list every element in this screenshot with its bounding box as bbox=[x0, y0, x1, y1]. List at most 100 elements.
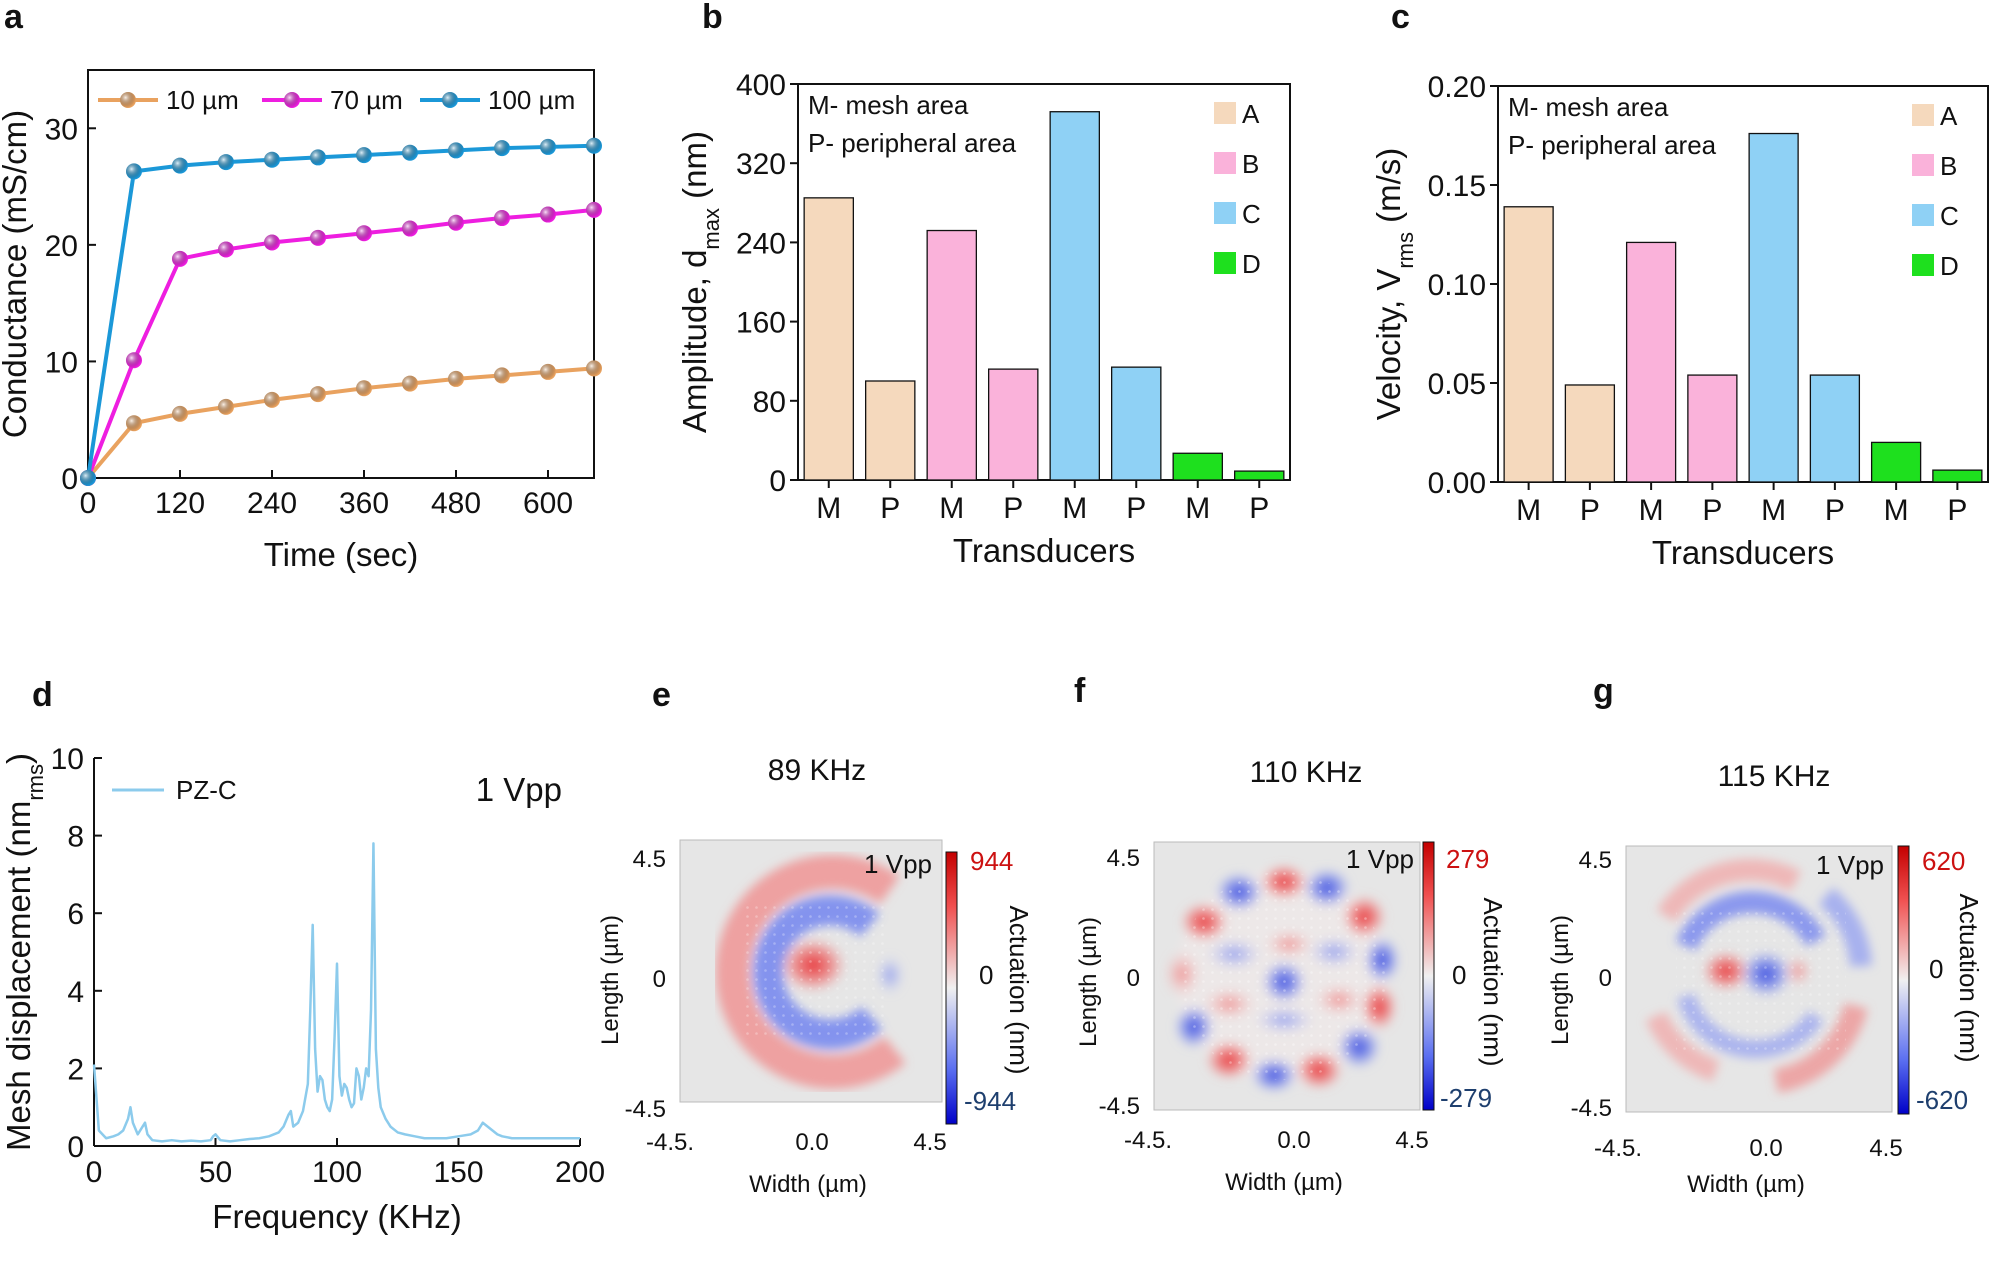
legend-swatch bbox=[1912, 254, 1934, 276]
y-tick-label: 0.10 bbox=[1428, 269, 1486, 302]
y-axis-label: Mesh displacement (nmrms) bbox=[0, 753, 48, 1151]
data-point-highlight bbox=[540, 206, 556, 223]
bar bbox=[1687, 374, 1738, 483]
x-tick-right: 4.5 bbox=[1869, 1135, 1902, 1162]
bar bbox=[1111, 366, 1162, 481]
x-axis-label: Transducers bbox=[953, 532, 1135, 569]
y-tick-top: 4.5 bbox=[1579, 847, 1612, 874]
spectrum-line bbox=[92, 842, 580, 1143]
map-texture bbox=[1178, 872, 1386, 1080]
bar bbox=[1234, 470, 1285, 481]
panel-a-conductance-chart: 0 120 240 360 480 600 0 10 20 30 Time (sec) Conduct… bbox=[0, 69, 602, 573]
y-tick-mid: 0 bbox=[1127, 965, 1140, 992]
y-tick-top: 4.5 bbox=[633, 846, 666, 873]
bar bbox=[926, 229, 978, 481]
y-tick-label: 320 bbox=[736, 148, 786, 181]
bar bbox=[988, 368, 1039, 481]
data-point-highlight bbox=[586, 137, 602, 154]
colorbar-zero: 0 bbox=[1452, 960, 1466, 990]
x-axis-label: Transducers bbox=[1652, 534, 1834, 571]
x-tick-label: M bbox=[1639, 494, 1664, 527]
y-axis-label: Conductance (mS/cm) bbox=[0, 110, 33, 438]
y-axis-label: Amplitude, dmax (nm) bbox=[676, 131, 724, 433]
x-axis-label: Width (µm) bbox=[1687, 1171, 1805, 1198]
y-axis-label: Length (µm) bbox=[1547, 915, 1574, 1045]
colorbar-min: -944 bbox=[964, 1086, 1016, 1116]
y-tick-label: 240 bbox=[736, 227, 786, 260]
data-point-highlight bbox=[310, 229, 326, 246]
map-annotation: 1 Vpp bbox=[1346, 844, 1414, 874]
y-tick-bottom: -4.5 bbox=[1099, 1093, 1140, 1120]
x-tick-label: 480 bbox=[431, 487, 481, 520]
data-point-highlight bbox=[448, 214, 464, 231]
voltage-annotation: 1 Vpp bbox=[476, 771, 562, 808]
data-point-highlight bbox=[218, 398, 234, 415]
x-tick-label: P bbox=[1580, 494, 1600, 527]
map-frame bbox=[1625, 845, 1893, 1113]
x-axis-label: Frequency (KHz) bbox=[212, 1198, 461, 1235]
data-point-highlight bbox=[126, 163, 142, 180]
x-tick-mid: 0.0 bbox=[1749, 1135, 1782, 1162]
colorbar-max: 944 bbox=[970, 846, 1013, 876]
y-tick-label: 10 bbox=[45, 346, 78, 379]
y-tick-label: 20 bbox=[45, 230, 78, 263]
data-point-highlight bbox=[586, 360, 602, 377]
x-tick-label: M bbox=[1185, 492, 1210, 525]
legend-swatch bbox=[1214, 102, 1236, 124]
y-tick-label: 6 bbox=[67, 898, 84, 931]
plot-frame bbox=[87, 69, 595, 479]
data-point-highlight bbox=[448, 370, 464, 387]
x-tick-label: 150 bbox=[433, 1156, 483, 1189]
bar bbox=[1809, 374, 1861, 483]
x-tick-label: P bbox=[1249, 492, 1269, 525]
y-tick-top: 4.5 bbox=[1107, 845, 1140, 872]
panel-label-d: d bbox=[32, 676, 53, 714]
data-point-highlight bbox=[218, 154, 234, 171]
x-tick-left: -4.5. bbox=[646, 1129, 694, 1156]
data-point-highlight bbox=[402, 375, 418, 392]
x-tick-label: 0 bbox=[86, 1156, 103, 1189]
panel-label-b: b bbox=[702, 0, 723, 36]
panel-label-a: a bbox=[4, 0, 24, 36]
y-axis-label: Velocity, Vrms (m/s) bbox=[1370, 148, 1418, 421]
legend-label: 70 µm bbox=[330, 85, 403, 115]
outer-red-arc bbox=[1656, 858, 1802, 923]
x-axis-label: Width (µm) bbox=[1225, 1169, 1343, 1196]
y-tick-label: 0.20 bbox=[1428, 71, 1486, 104]
legend-marker-highlight bbox=[442, 92, 458, 108]
x-tick-label: M bbox=[816, 492, 841, 525]
data-point-highlight bbox=[80, 470, 96, 486]
data-point-highlight bbox=[126, 352, 142, 369]
y-tick-label: 80 bbox=[753, 386, 786, 419]
y-tick-bottom: -4.5 bbox=[1571, 1095, 1612, 1122]
data-point-highlight bbox=[448, 142, 464, 159]
y-tick-label: 0 bbox=[769, 465, 786, 498]
y-tick-label: 0.15 bbox=[1428, 170, 1486, 203]
panel-label-e: e bbox=[652, 676, 671, 714]
data-point-highlight bbox=[586, 201, 602, 218]
series-line bbox=[86, 143, 595, 479]
colorbar bbox=[945, 851, 958, 1125]
colorbar-zero: 0 bbox=[1929, 954, 1943, 984]
map-annotation: 1 Vpp bbox=[1816, 850, 1884, 880]
y-tick-label: 4 bbox=[67, 976, 84, 1009]
panel-b-amplitude-chart: 0 80 160 240 320 400 M P M P M P M P Transducers Amplit… bbox=[676, 69, 1291, 569]
x-tick-label: P bbox=[1947, 494, 1967, 527]
legend-label: PZ-C bbox=[176, 775, 237, 805]
bar bbox=[1748, 132, 1799, 483]
x-tick-label: M bbox=[1884, 494, 1909, 527]
panel-d-spectrum-chart: 0 50 100 150 200 0 2 4 6 8 10 Frequency (KHz) Mesh d… bbox=[0, 743, 605, 1235]
x-tick-label: 100 bbox=[312, 1156, 362, 1189]
x-tick-label: P bbox=[1702, 494, 1722, 527]
x-tick-label: 360 bbox=[339, 487, 389, 520]
y-tick-mid: 0 bbox=[653, 966, 666, 993]
data-point-highlight bbox=[172, 157, 188, 174]
data-point-highlight bbox=[126, 415, 142, 432]
y-tick-label: 0.05 bbox=[1428, 368, 1486, 401]
data-point-highlight bbox=[540, 138, 556, 155]
data-point-highlight bbox=[494, 140, 510, 157]
legend-label: C bbox=[1940, 201, 1959, 231]
legend-label: A bbox=[1940, 101, 1958, 131]
x-tick-label: P bbox=[1126, 492, 1146, 525]
plot-frame bbox=[797, 83, 1291, 481]
